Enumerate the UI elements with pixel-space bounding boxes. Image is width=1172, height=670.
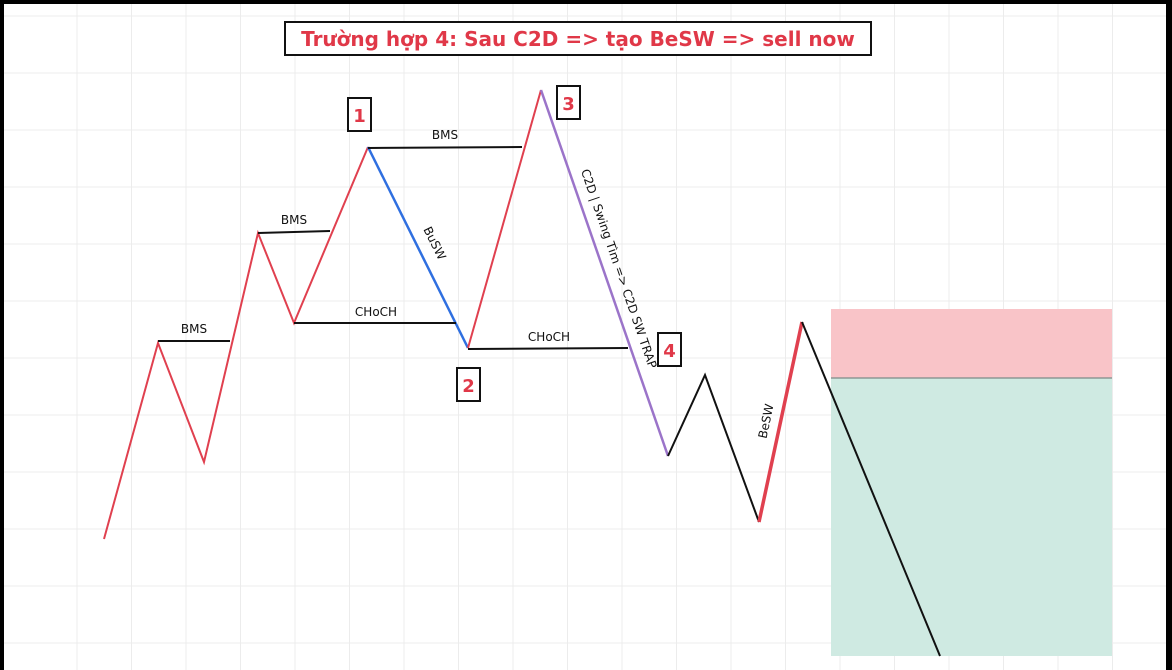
- bms-label-3: BMS: [432, 128, 458, 142]
- bms-label-1: BMS: [181, 322, 207, 336]
- bullish-legs: [103, 146, 369, 540]
- sell-leg: [801, 321, 941, 657]
- point-box-4: 4: [657, 332, 682, 367]
- trap-label: C2D | Swing Tìm => C2D SW TRAP: [578, 167, 660, 370]
- busw-leg: [366, 146, 470, 349]
- title-box: Trường hợp 4: Sau C2D => tạo BeSW => sel…: [284, 21, 872, 56]
- besw-leg: [757, 321, 804, 523]
- stop-loss-zone: [831, 309, 1112, 378]
- neutral-legs: [667, 372, 760, 523]
- bms-label-2: BMS: [281, 213, 307, 227]
- bullish-leg-to-3: [467, 89, 542, 349]
- point-label-2: 2: [462, 376, 475, 397]
- point-label-1: 1: [353, 106, 366, 127]
- point-box-3: 3: [556, 85, 581, 120]
- bms-line-2: [257, 230, 331, 234]
- bms-line-3: [367, 146, 523, 149]
- busw-label: BuSW: [420, 224, 448, 262]
- diagram-title: Trường hợp 4: Sau C2D => tạo BeSW => sel…: [301, 27, 855, 51]
- structure-diagram: BMS BMS BMS CHoCH CHoCH BuSW BeSW C2D | …: [4, 4, 1166, 670]
- point-label-4: 4: [663, 341, 676, 362]
- besw-label: BeSW: [756, 402, 777, 439]
- c2d-trap-leg: [539, 89, 670, 457]
- choch-line-2: [467, 347, 629, 350]
- diagram-frame: BMS BMS BMS CHoCH CHoCH BuSW BeSW C2D | …: [4, 4, 1166, 670]
- choch-label-2: CHoCH: [528, 330, 570, 344]
- point-box-2: 2: [456, 367, 481, 402]
- take-profit-zone: [831, 378, 1112, 656]
- choch-label-1: CHoCH: [355, 305, 397, 319]
- point-label-3: 3: [562, 94, 575, 115]
- point-box-1: 1: [347, 97, 372, 132]
